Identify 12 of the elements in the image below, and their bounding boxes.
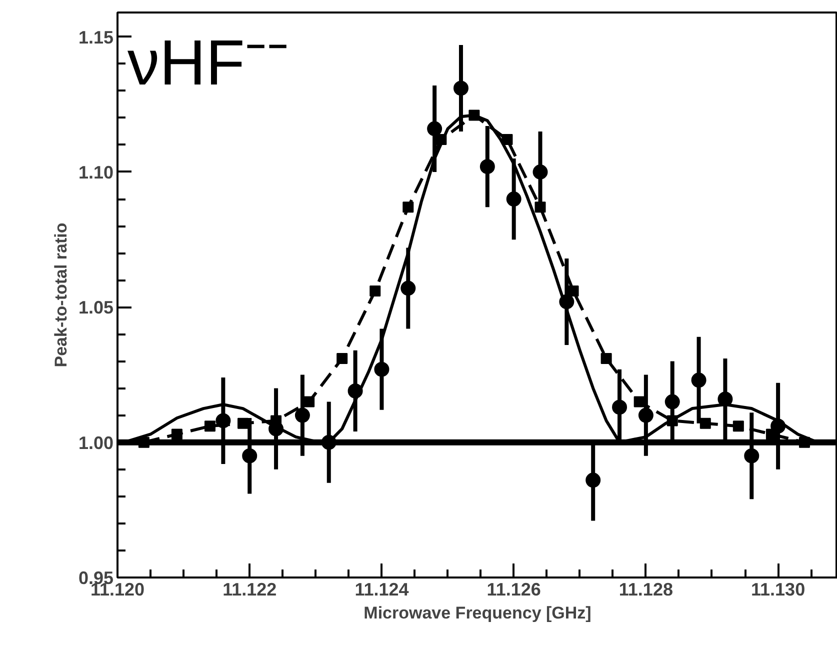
annotation: νHF⁻⁻ [128,26,289,98]
x-tick-label: 11.130 [751,580,806,600]
x-tick-label: 11.124 [354,580,409,600]
x-axis-title: Microwave Frequency [GHz] [364,604,592,622]
x-tick-label: 11.128 [618,580,673,600]
y-tick-label: 1.00 [78,432,114,453]
y-axis-title: Peak-to-total ratio [51,222,70,368]
y-tick-label: 1.05 [78,298,114,318]
x-tick-label: 11.122 [222,580,277,600]
x-tick-label: 11.126 [486,580,541,600]
y-tick-label: 1.10 [78,162,114,182]
y-tick-label: 1.15 [78,27,114,48]
